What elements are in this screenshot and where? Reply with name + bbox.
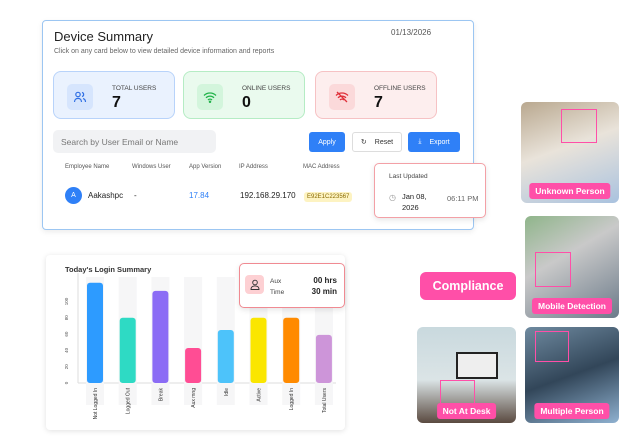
stat-label: TOTAL USERS [112, 85, 157, 92]
mobile-detection-label: Mobile Detection [531, 298, 613, 314]
employee-name[interactable]: Aakashpc [88, 191, 124, 200]
user-icon [245, 275, 264, 294]
bar [250, 317, 267, 383]
x-tick-label: Break [158, 388, 164, 402]
search-input[interactable]: Search by User Email or Name [53, 130, 216, 153]
aux-label-line1: Aux [270, 278, 282, 285]
aux-time-popup: Aux Time 00 hrs 30 min [239, 263, 345, 308]
stat-value: 7 [112, 94, 121, 111]
bar [217, 330, 234, 383]
clock-icon: ◷ [389, 193, 396, 202]
y-tick-label: 80 [64, 315, 69, 321]
column-header: Employee Name [65, 164, 110, 170]
column-header: MAC Address [303, 164, 340, 170]
x-tick-label: Idle [224, 388, 230, 396]
aux-minutes: 30 min [311, 287, 337, 296]
bar-background [184, 277, 203, 405]
avatar: A [65, 187, 82, 204]
bar [119, 317, 136, 383]
mac-address-badge: E92E1C223567 [304, 192, 353, 202]
bar [315, 334, 332, 383]
aux-label: Aux Time [270, 276, 284, 298]
bar [87, 282, 103, 383]
subtitle: Click on any card below to view detailed… [54, 48, 275, 55]
unknown-person-photo: Unknown Person [521, 102, 619, 203]
y-tick-label: 40 [64, 347, 69, 353]
last-updated-label: Last Updated [389, 173, 428, 180]
offline-users-card[interactable]: OFFLINE USERS 7 [315, 71, 437, 119]
wifi-off-icon [329, 84, 355, 110]
apply-label: Apply [318, 138, 336, 146]
export-label: Export [429, 138, 450, 146]
aux-duration: 00 hrs 30 min [312, 275, 337, 297]
multiple-person-photo: Multiple Person [525, 327, 619, 423]
y-tick-label: 0 [64, 381, 69, 384]
app-version: 17.84 [189, 191, 210, 200]
users-icon [67, 84, 93, 110]
mobile-detection-photo: Mobile Detection [525, 216, 619, 318]
face-box [535, 331, 569, 362]
bar [283, 317, 300, 383]
not-at-desk-photo: Not At Desk [417, 327, 516, 423]
reset-label: Reset [374, 138, 394, 146]
x-tick-label: Active [257, 388, 263, 402]
chart-title: Today's Login Summary [65, 265, 152, 274]
x-tick-label: Not Logged In [93, 388, 99, 420]
column-header: Windows User [132, 164, 171, 170]
x-tick-label: Logged In [289, 388, 295, 410]
online-users-card[interactable]: ONLINE USERS 0 [183, 71, 305, 119]
multiple-person-label: Multiple Person [534, 403, 610, 419]
stat-value: 0 [242, 94, 251, 111]
aux-hours: 00 hrs [313, 276, 337, 285]
last-updated-time: 06:11 PM [447, 194, 479, 203]
ip-address: 192.168.29.170 [240, 191, 296, 200]
x-tick-label: Total Users [322, 388, 328, 414]
compliance-button[interactable]: Compliance [420, 272, 516, 300]
x-tick-label: Aux mng [191, 388, 197, 408]
phone-box [535, 252, 571, 287]
apply-button[interactable]: Apply [309, 132, 345, 152]
login-summary-chart: Today's Login Summary 0 20 40 60 80 100 Not Lo… [46, 255, 345, 430]
stat-value: 7 [374, 94, 383, 111]
y-tick-label: 60 [64, 331, 69, 337]
wifi-icon [197, 84, 223, 110]
aux-label-line2: Time [270, 289, 285, 296]
export-button[interactable]: ⤓ Export [408, 132, 460, 152]
column-header: IP Address [239, 164, 268, 170]
chart-plot: 0 20 40 60 80 100 Not Logged In Logged Out Break… [64, 273, 336, 420]
column-header: App Version [189, 164, 222, 170]
download-icon: ⤓ [418, 138, 422, 145]
stat-label: ONLINE USERS [242, 85, 291, 92]
x-tick-label: Logged Out [126, 387, 132, 414]
last-updated-date: Jan 08, 2026 [402, 192, 427, 212]
page-title: Device Summary [54, 29, 153, 44]
reset-button[interactable]: ↻ Reset [352, 132, 402, 152]
not-at-desk-label: Not At Desk [436, 403, 497, 419]
monitor-shape [456, 352, 498, 379]
stat-label: OFFLINE USERS [374, 85, 426, 92]
last-updated-popup: Last Updated ◷ Jan 08, 2026 06:11 PM [374, 163, 486, 218]
date-label: 01/13/2026 [391, 28, 432, 37]
unknown-person-label: Unknown Person [529, 183, 611, 199]
bar [185, 347, 202, 383]
windows-user: - [134, 191, 137, 200]
bar [152, 290, 169, 383]
device-summary-card: Device Summary 01/13/2026 Click on any c… [42, 20, 486, 230]
y-tick-label: 20 [64, 364, 69, 370]
y-tick-label: 100 [64, 297, 69, 305]
reset-icon: ↻ [360, 139, 367, 146]
total-users-card[interactable]: TOTAL USERS 7 [53, 71, 175, 119]
face-box [561, 109, 597, 143]
